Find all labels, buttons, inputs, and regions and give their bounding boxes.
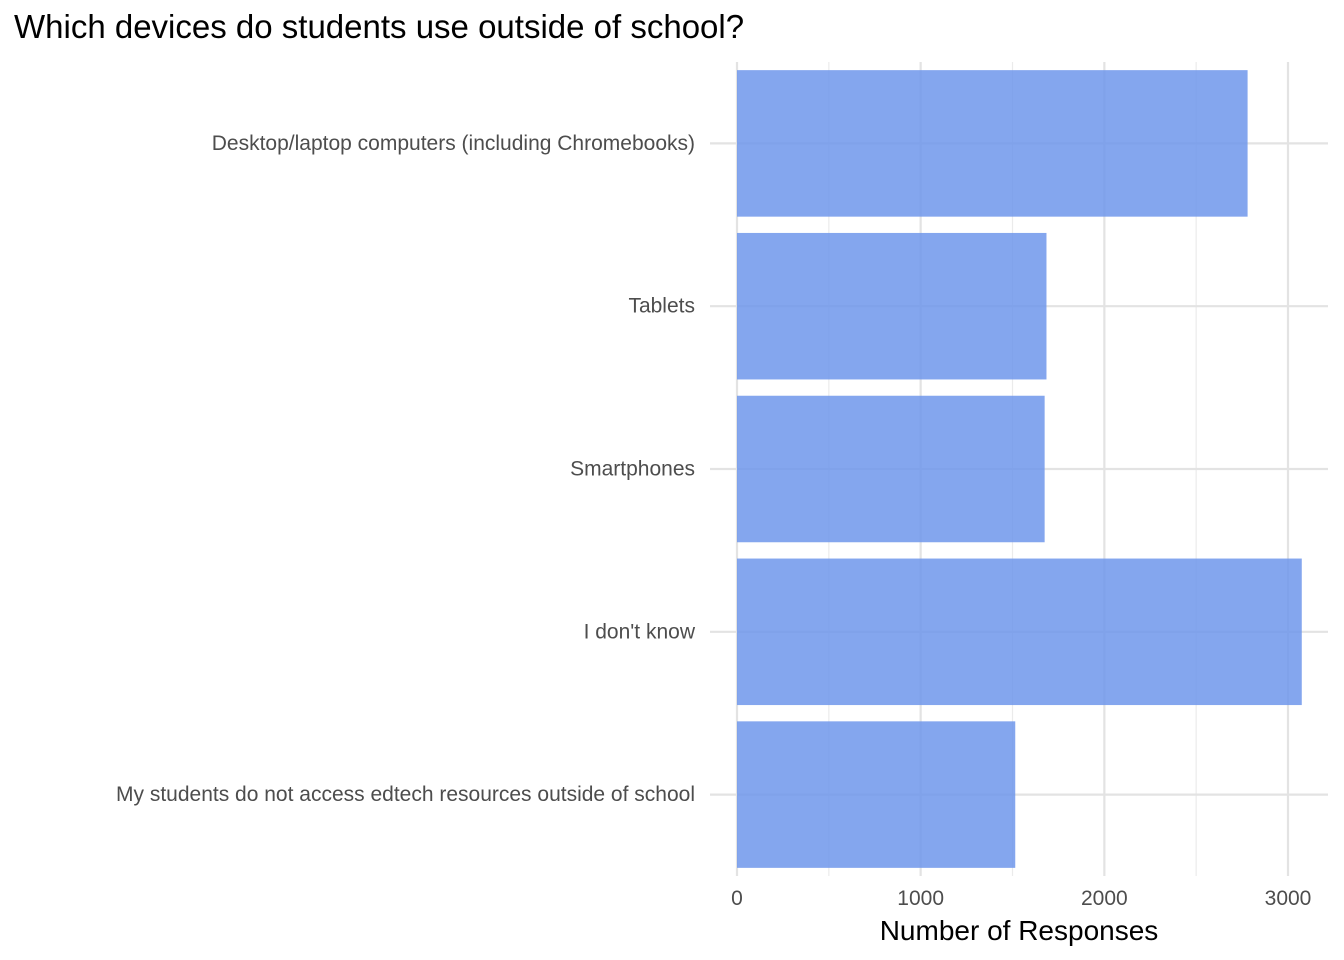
bar	[737, 558, 1302, 706]
x-tick-label: 3000	[1265, 887, 1312, 910]
y-tick-label: Smartphones	[570, 458, 695, 481]
x-tick-label: 2000	[1081, 887, 1128, 910]
x-axis-labels: 0 1000 2000 3000	[731, 887, 1311, 910]
y-tick-label: Desktop/laptop computers (including Chro…	[212, 132, 695, 155]
bar	[737, 721, 1016, 868]
y-tick-label: I don't know	[584, 620, 696, 643]
x-tick-label: 1000	[897, 887, 944, 910]
x-tick-label: 0	[731, 887, 743, 910]
y-tick-label: My students do not access edtech resourc…	[116, 783, 695, 806]
chart-title: Which devices do students use outside of…	[14, 8, 745, 45]
x-axis-title: Number of Responses	[880, 915, 1159, 946]
bars	[737, 70, 1302, 868]
bar	[737, 70, 1248, 217]
bar	[737, 232, 1047, 380]
y-tick-label: Tablets	[628, 295, 695, 318]
bar	[737, 395, 1045, 543]
y-axis-labels: Desktop/laptop computers (including Chro…	[116, 132, 696, 806]
